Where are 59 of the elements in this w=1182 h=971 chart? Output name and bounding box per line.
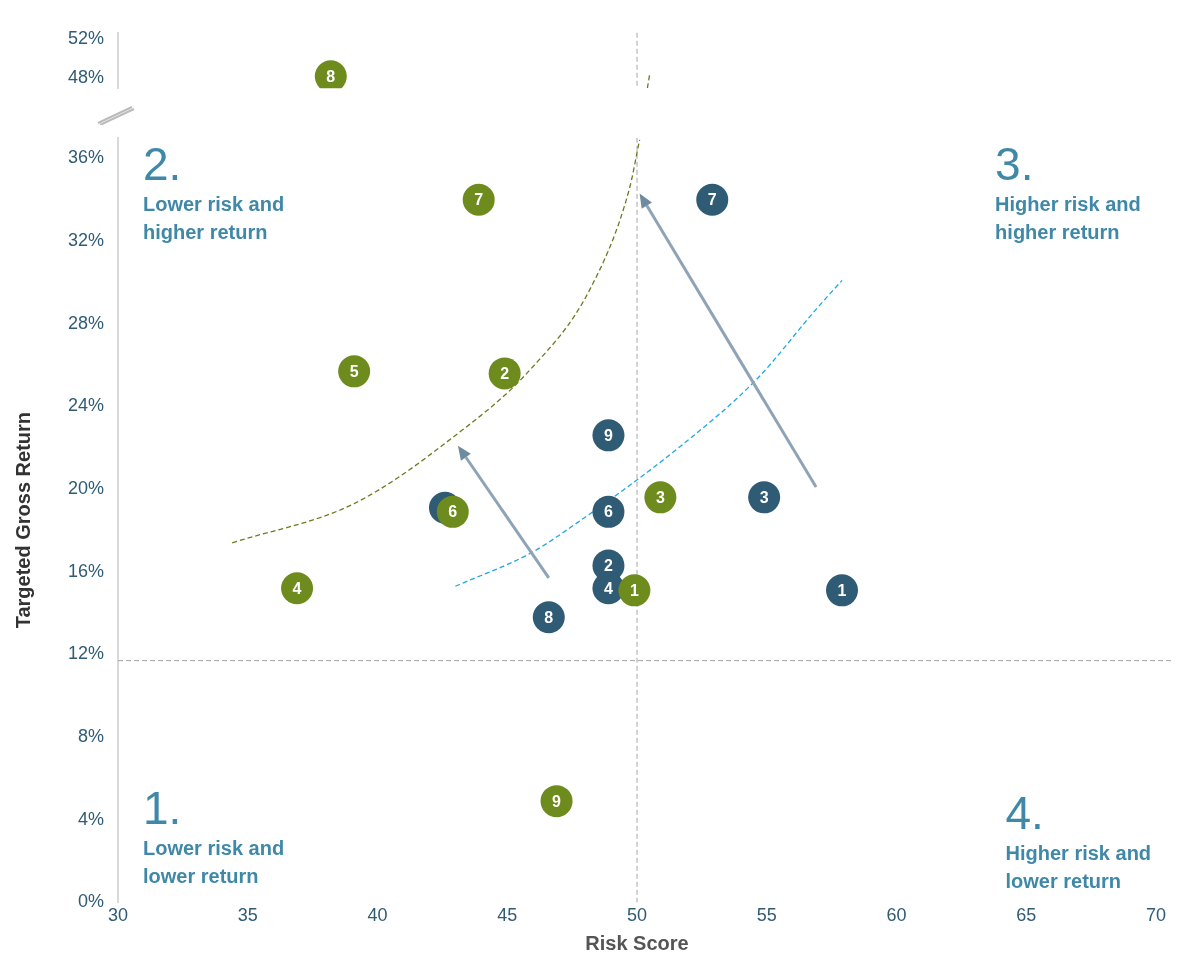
y-tick-label: 8% bbox=[77, 726, 104, 747]
annotation: 1 bbox=[629, 581, 639, 599]
annotation: Higher risk and lower return bbox=[1005, 841, 1153, 895]
annotation: 4 bbox=[604, 579, 613, 597]
point bbox=[338, 355, 371, 388]
annotation: 3. bbox=[995, 137, 1035, 190]
point bbox=[488, 357, 521, 390]
annotation: 9 bbox=[604, 426, 613, 444]
x-axis-title: Risk Score bbox=[585, 931, 689, 954]
y-tick-label: 28% bbox=[67, 312, 104, 333]
annotation: 2 bbox=[604, 556, 613, 574]
annotation: 8 bbox=[326, 67, 336, 85]
annotation: 8 bbox=[544, 608, 554, 626]
y-tick-label: 12% bbox=[67, 643, 104, 664]
point bbox=[696, 183, 729, 216]
annotation: 4. bbox=[1005, 787, 1045, 840]
annotation: 1. bbox=[143, 782, 183, 835]
x-tick-label: 65 bbox=[1016, 905, 1037, 926]
point bbox=[592, 495, 625, 528]
point bbox=[644, 481, 677, 514]
x-tick-label: 30 bbox=[107, 905, 129, 926]
y-tick-label: 24% bbox=[67, 395, 104, 416]
annotation: 6 bbox=[604, 503, 613, 521]
y-tick-label: 0% bbox=[77, 891, 104, 912]
annotation: 6 bbox=[448, 503, 458, 521]
x-tick-label: 70 bbox=[1145, 905, 1167, 926]
y-tick-label: 4% bbox=[77, 808, 104, 829]
y-tick-label: 20% bbox=[67, 478, 104, 499]
annotation: Higher risk and higher return bbox=[995, 191, 1142, 245]
annotation: Lower risk and higher return bbox=[143, 191, 286, 245]
point bbox=[540, 785, 573, 818]
point bbox=[748, 481, 781, 514]
y-axis-title: Targeted Gross Return bbox=[11, 411, 34, 629]
annotation: 3 bbox=[759, 488, 769, 506]
annotation: 5 bbox=[349, 362, 359, 380]
y-tick-label: 48% bbox=[67, 67, 104, 88]
annotation: Lower risk and lower return bbox=[143, 836, 286, 890]
annotation: 4 bbox=[292, 579, 302, 597]
x-tick-label: 40 bbox=[367, 905, 388, 926]
annotation: 3 bbox=[655, 488, 665, 506]
annotation: 9 bbox=[552, 792, 562, 810]
x-tick-label: 35 bbox=[237, 905, 258, 926]
point bbox=[436, 495, 469, 528]
y-tick-label: 32% bbox=[67, 230, 104, 251]
point bbox=[618, 574, 651, 607]
y-tick-label: 52% bbox=[67, 27, 104, 48]
annotation: 1 bbox=[837, 581, 847, 599]
y-tick-label: 36% bbox=[67, 147, 104, 168]
annotation: 2. bbox=[143, 137, 183, 190]
point bbox=[826, 574, 859, 607]
x-tick-label: 60 bbox=[886, 905, 907, 926]
x-tick-label: 45 bbox=[497, 905, 518, 926]
annotation: 7 bbox=[474, 191, 484, 209]
y-tick-label: 16% bbox=[67, 560, 104, 581]
x-tick-label: 50 bbox=[626, 905, 648, 926]
x-tick-label: 55 bbox=[756, 905, 777, 926]
annotation: 7 bbox=[707, 191, 717, 209]
point bbox=[462, 183, 495, 216]
annotation: 2 bbox=[500, 364, 510, 382]
